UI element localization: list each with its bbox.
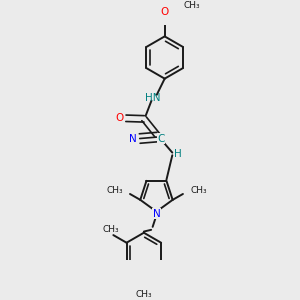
Text: N: N bbox=[153, 209, 160, 219]
Text: CH₃: CH₃ bbox=[106, 186, 123, 195]
Text: H: H bbox=[174, 149, 182, 159]
Text: CH₃: CH₃ bbox=[136, 290, 152, 299]
Text: HN: HN bbox=[145, 93, 161, 103]
Text: CH₃: CH₃ bbox=[184, 1, 200, 10]
Text: N: N bbox=[128, 134, 136, 143]
Text: CH₃: CH₃ bbox=[103, 225, 119, 234]
Text: O: O bbox=[160, 7, 169, 17]
Text: C: C bbox=[158, 134, 165, 143]
Text: O: O bbox=[116, 113, 124, 123]
Text: CH₃: CH₃ bbox=[190, 186, 207, 195]
